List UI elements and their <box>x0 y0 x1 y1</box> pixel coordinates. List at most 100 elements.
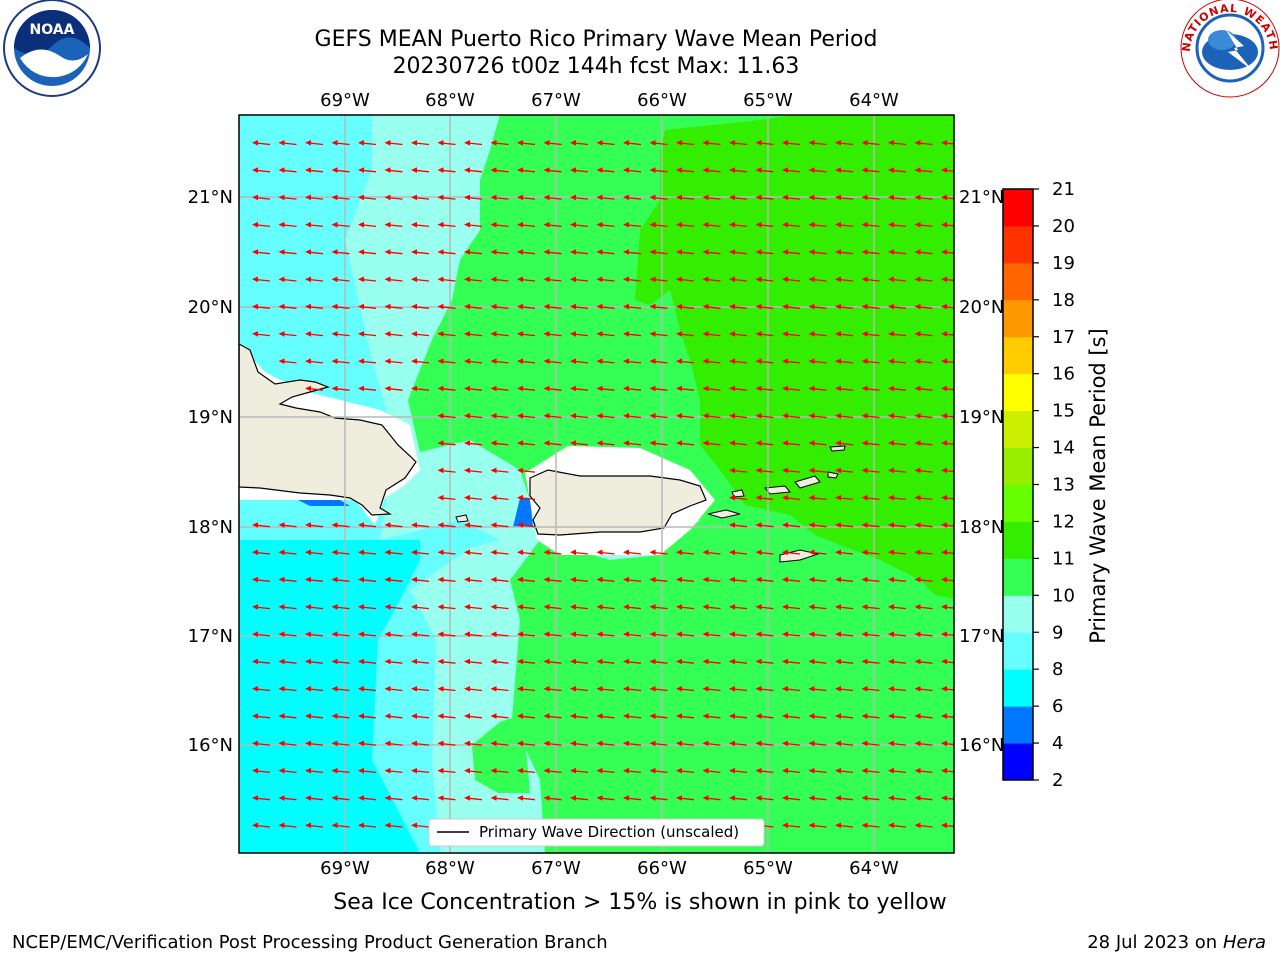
wave-arrow <box>914 467 933 474</box>
wave-arrow <box>437 767 456 774</box>
wave-arrow <box>914 522 933 528</box>
colorbar-tick-label: 15 <box>1052 401 1075 422</box>
wave-arrow <box>570 276 589 283</box>
wave-arrow <box>331 604 350 610</box>
colorbar-tick-label: 12 <box>1052 511 1075 532</box>
wave-arrow <box>623 440 642 446</box>
wave-arrow <box>570 604 589 610</box>
wave-arrow <box>649 576 668 583</box>
wave-arrow <box>835 167 854 173</box>
wave-arrow <box>305 194 324 201</box>
wave-arrow <box>464 194 483 201</box>
wave-arrow <box>676 303 695 310</box>
wave-arrow <box>358 822 377 829</box>
wave-arrow <box>888 795 907 801</box>
wave-arrow <box>252 740 271 747</box>
land-anegada <box>827 471 839 479</box>
wave-arrow <box>649 740 668 747</box>
wave-arrow <box>782 413 801 419</box>
wave-arrow <box>570 194 589 201</box>
legend: Primary Wave Direction (unscaled) <box>428 818 765 847</box>
wave-arrow <box>517 767 536 774</box>
wave-arrow <box>649 658 668 665</box>
graticule <box>239 115 954 853</box>
colorbar-tick-label: 20 <box>1052 216 1075 237</box>
wave-arrow <box>702 276 721 283</box>
wave-arrow <box>941 686 954 692</box>
wave-arrow <box>649 713 668 719</box>
wave-arrow <box>278 740 297 747</box>
wave-arrow <box>941 331 954 337</box>
wave-arrow <box>914 167 933 173</box>
wave-arrow <box>914 549 933 556</box>
wave-arrow <box>437 467 456 474</box>
wave-arrow <box>252 276 271 283</box>
wave-arrow <box>517 658 536 665</box>
wave-arrow <box>623 549 642 556</box>
wave-arrow <box>914 249 933 255</box>
wave-arrow <box>782 740 801 747</box>
wave-arrow <box>835 221 854 228</box>
wave-arrow <box>782 385 801 392</box>
wave-arrow <box>464 221 483 228</box>
wave-arrow <box>861 331 880 337</box>
wave-arrow <box>729 686 748 692</box>
wave-arrow <box>729 467 748 474</box>
wave-arrow <box>490 358 509 364</box>
wave-arrow <box>861 686 880 692</box>
wave-arrow <box>543 631 562 637</box>
wave-arrow <box>888 767 907 774</box>
colorbar-segment <box>1003 521 1033 559</box>
wave-arrow <box>543 249 562 255</box>
wave-arrow <box>252 549 271 556</box>
lat-label-right: 17°N <box>959 626 1004 647</box>
wave-arrow <box>358 686 377 692</box>
wave-arrow <box>702 604 721 610</box>
wave-arrow <box>358 631 377 637</box>
wave-arrow <box>464 303 483 310</box>
wave-arrow <box>358 140 377 146</box>
wave-arrow <box>702 440 721 446</box>
wave-arrow <box>252 249 271 255</box>
wave-arrow <box>517 576 536 583</box>
wave-arrow <box>596 358 615 364</box>
wave-arrow <box>888 576 907 583</box>
wave-arrow <box>331 221 350 228</box>
wave-arrow <box>941 795 954 801</box>
wave-arrow <box>543 221 562 228</box>
wave-arrow <box>835 303 854 310</box>
wave-arrow <box>331 686 350 692</box>
wave-arrow <box>808 713 827 719</box>
wave-arrow <box>570 631 589 637</box>
wave-arrow <box>782 440 801 446</box>
wave-arrow <box>702 140 721 146</box>
lon-label-top: 66°W <box>637 90 687 111</box>
wave-arrow <box>835 767 854 774</box>
colorbar-tick-label: 11 <box>1052 548 1075 569</box>
wave-arrow <box>570 713 589 719</box>
lon-label-top: 67°W <box>531 90 581 111</box>
wave-arrow <box>941 358 954 364</box>
wave-arrow <box>914 276 933 283</box>
wave-arrow <box>490 276 509 283</box>
wave-arrow <box>676 167 695 173</box>
wave-arrow <box>331 331 350 337</box>
wave-arrow <box>861 549 880 556</box>
wave-arrow <box>914 822 933 829</box>
wave-arrow <box>437 549 456 556</box>
wave-arrow <box>755 494 774 501</box>
wave-arrow <box>729 221 748 228</box>
wave-arrow <box>755 713 774 719</box>
wave-arrow <box>649 358 668 364</box>
wave-arrow <box>861 795 880 801</box>
wave-arrow <box>490 167 509 173</box>
wave-arrow <box>464 522 483 528</box>
wave-arrow <box>278 276 297 283</box>
wave-arrow <box>888 331 907 337</box>
wave-arrow <box>570 167 589 173</box>
wave-arrow <box>384 686 403 692</box>
wave-arrow <box>490 795 509 801</box>
wave-arrow <box>384 303 403 310</box>
wave-arrow <box>941 467 954 474</box>
wave-arrow <box>914 494 933 501</box>
